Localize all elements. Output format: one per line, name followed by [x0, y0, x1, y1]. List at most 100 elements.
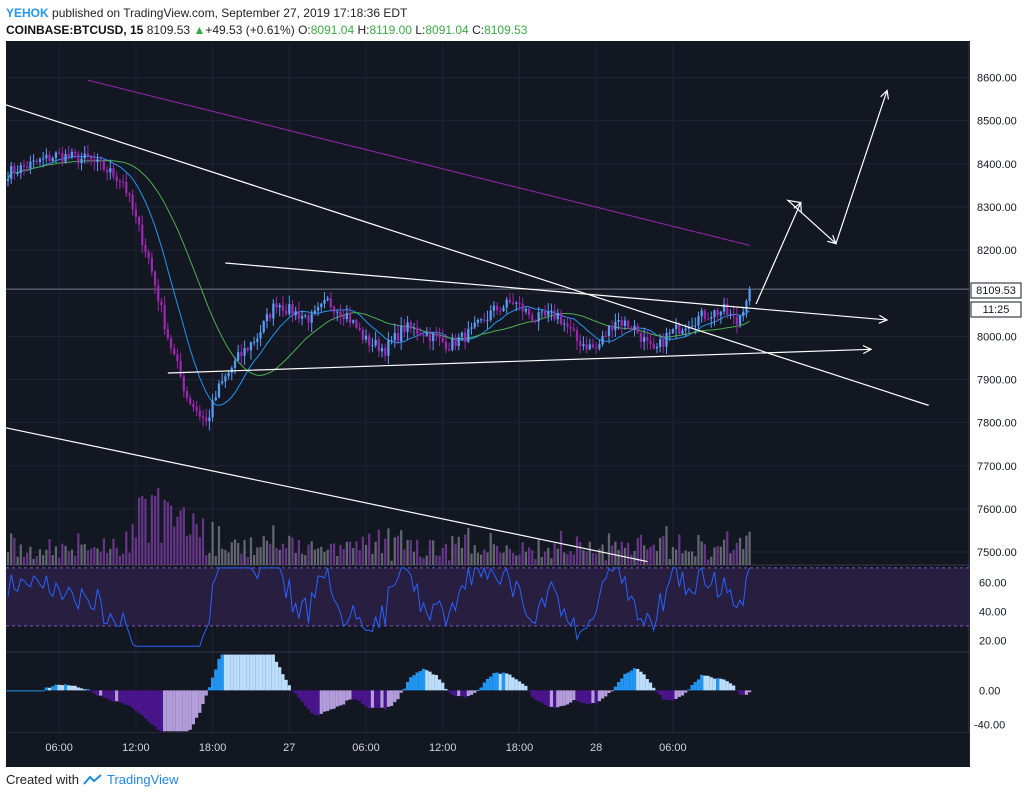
- candle-body: [425, 332, 428, 336]
- macd-histogram-bar: [393, 690, 397, 703]
- candle-body: [572, 328, 575, 331]
- volume-bar: [348, 541, 352, 565]
- rsi-line: [7, 566, 751, 647]
- candle-body: [320, 303, 323, 308]
- macd-histogram-bar: [412, 675, 416, 691]
- candle-body: [620, 319, 623, 326]
- drawing-tools[interactable]: [1, 89, 929, 563]
- candle-body: [716, 310, 719, 316]
- volume-bar: [316, 548, 320, 565]
- volume-bar: [26, 552, 29, 565]
- candle-body: [492, 305, 496, 311]
- candle-body: [361, 329, 364, 340]
- candle-body: [540, 311, 543, 313]
- volume-bar: [713, 547, 716, 565]
- close-label: C:: [472, 23, 485, 37]
- macd-histogram-bar: [677, 690, 681, 697]
- author-name[interactable]: YEHOK: [6, 6, 49, 20]
- macd-histogram-bar: [79, 688, 84, 691]
- macd-histogram-bar: [118, 690, 122, 703]
- volume-bar: [745, 535, 748, 565]
- candle-body: [169, 338, 173, 349]
- candle-body: [19, 165, 22, 173]
- candle-body: [441, 337, 444, 342]
- macd-histogram-bar: [22, 690, 26, 692]
- candle-body: [400, 326, 403, 342]
- volume-bar: [687, 551, 691, 565]
- volume-bar: [732, 549, 735, 565]
- macd-histogram-bar: [271, 654, 275, 691]
- macd-histogram-bar: [246, 654, 250, 691]
- volume-bar: [566, 554, 569, 565]
- chart-canvas[interactable]: 7500.00 7600.00 7700.00 7800.00 7900.00 8000.…: [0, 41, 1032, 767]
- macd-histogram-bar: [338, 690, 343, 706]
- volume-bar: [243, 539, 246, 565]
- macd-histogram-bar: [172, 690, 176, 732]
- volume-bar: [371, 553, 374, 565]
- candle-body: [662, 339, 665, 347]
- macd-histogram-bar: [591, 690, 595, 704]
- candle-body: [748, 289, 751, 302]
- volume-bar: [748, 531, 751, 565]
- price-change: +49.53 (+0.61%): [205, 23, 295, 37]
- volume-bar: [32, 558, 35, 565]
- candle-body: [150, 257, 153, 272]
- candle-body: [10, 165, 13, 179]
- volume-bar: [703, 544, 706, 565]
- candle-body: [448, 349, 451, 351]
- candle-body: [54, 152, 58, 159]
- volume-bar: [598, 548, 601, 565]
- symbol-name: COINBASE:BTCUSD, 15: [6, 23, 144, 37]
- macd-histogram-bar: [604, 690, 608, 697]
- macd-histogram-bar: [508, 674, 512, 691]
- volume-bar: [144, 498, 147, 565]
- macd-histogram-bar: [268, 654, 272, 691]
- macd-histogram-bar: [147, 690, 151, 722]
- volume-bar: [137, 497, 141, 565]
- price-tick-label: 8500.00: [977, 116, 1017, 128]
- volume-bar: [163, 499, 166, 565]
- volume-bar: [134, 537, 137, 565]
- volume-bar: [729, 553, 732, 565]
- macd-histogram-bar: [380, 690, 384, 708]
- volume-bar: [716, 546, 719, 565]
- macd-histogram-bar: [15, 690, 20, 692]
- candle-body: [233, 360, 237, 368]
- macd-histogram-bar: [194, 690, 199, 718]
- tradingview-brand[interactable]: TradingView: [106, 772, 179, 787]
- candle-body: [614, 321, 617, 331]
- macd-histogram-bar: [607, 690, 611, 693]
- candle-body: [16, 172, 19, 174]
- candles[interactable]: [6, 145, 751, 431]
- candle-body: [435, 333, 438, 336]
- macd-histogram-bar: [83, 689, 87, 691]
- candle-body: [173, 348, 176, 355]
- macd-histogram-bar: [239, 654, 243, 691]
- candle-body: [729, 314, 732, 316]
- candle-body: [655, 346, 659, 349]
- macd-histogram-bar: [562, 690, 566, 706]
- volume-bar: [671, 547, 675, 565]
- macd-histogram-bar: [134, 690, 138, 711]
- candle-body: [99, 159, 102, 162]
- macd-histogram-bar: [680, 690, 685, 696]
- volume-bar: [176, 516, 179, 565]
- countdown-badge-bg: [970, 301, 1022, 318]
- macd-histogram-bar: [402, 688, 406, 691]
- macd-histogram-bar: [367, 690, 371, 709]
- volume-bar: [550, 558, 553, 565]
- volume-bar: [630, 554, 633, 565]
- volume-bar: [61, 543, 64, 565]
- moving-averages: [7, 79, 750, 406]
- macd-histogram-bar: [326, 690, 330, 712]
- candle-body: [51, 158, 54, 161]
- candle-body: [86, 153, 90, 158]
- volume-bar: [221, 548, 224, 565]
- macd-histogram-bar: [479, 687, 483, 691]
- volume-bar: [460, 547, 464, 565]
- candle-body: [109, 168, 112, 173]
- candle-body: [348, 313, 352, 323]
- candle-body: [61, 153, 64, 162]
- candle-body: [384, 347, 387, 356]
- rsi-tick-label: 60.00: [979, 577, 1007, 589]
